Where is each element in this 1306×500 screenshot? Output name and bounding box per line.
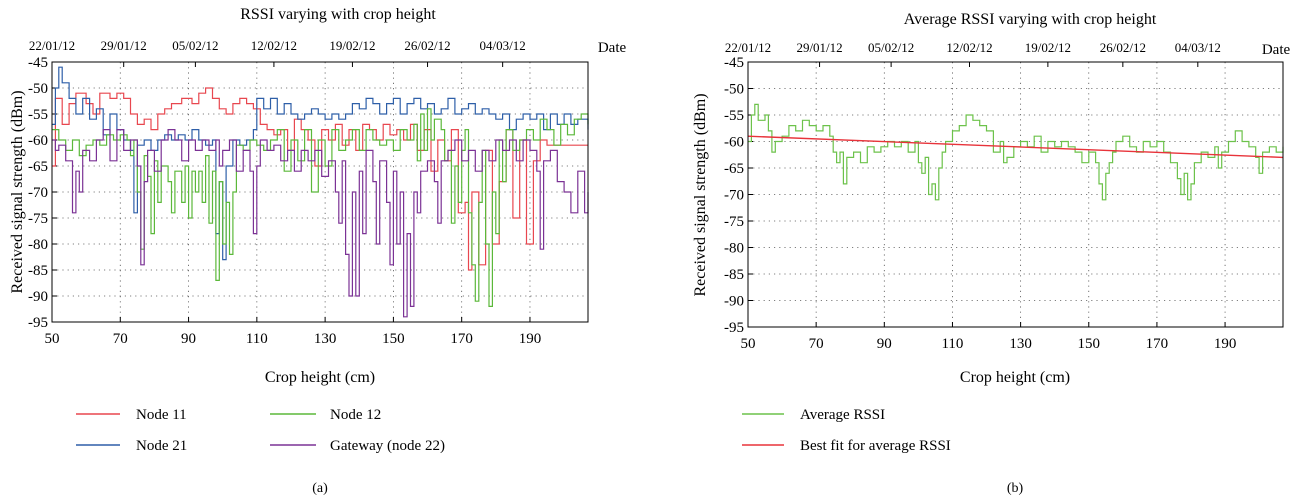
chart-a-y-ticks: -45 -50 -55 -60 -65 -70 -75 -80 -85 -90 -95: [28, 55, 57, 331]
chart-a-grid: [52, 62, 588, 322]
x-tick-label: 170: [450, 331, 473, 347]
chart-a-x-ticks: 50 70 90 110 130 150 170 190: [45, 317, 542, 347]
y-tick-label: -85: [724, 267, 744, 283]
y-tick-label: -80: [724, 241, 744, 257]
legend-a-node-12-label: Node 12: [330, 407, 381, 423]
x-tick-label: 50: [45, 331, 60, 347]
x-tick-label: 150: [1078, 336, 1101, 352]
chart-b-caption: (b): [1007, 481, 1024, 496]
chart-b-x-ticks: 50 70 90 110 130 150 170 190: [741, 322, 1237, 352]
date-tick-label: 26/02/12: [1100, 40, 1146, 55]
date-tick-label: 04/03/12: [1175, 40, 1221, 55]
y-tick-label: -75: [28, 211, 48, 227]
chart-b-y-ticks: -45 -50 -55 -60 -65 -70 -75 -80 -85 -90 -95: [724, 55, 753, 336]
date-tick-label: 26/02/12: [404, 38, 450, 53]
series-line-node-21: [52, 66, 589, 261]
y-tick-label: -95: [28, 315, 48, 331]
y-tick-label: -80: [28, 237, 48, 253]
y-tick-label: -95: [724, 320, 744, 336]
series-line-best-fit-for-average-rssi: [747, 135, 1284, 159]
x-tick-label: 190: [519, 331, 542, 347]
chart-b-legend: Average RSSI Best fit for average RSSI: [742, 407, 951, 454]
chart-a-legend: Node 11 Node 21 Node 12 Gateway (node 22…: [76, 407, 445, 454]
date-tick-label: 29/01/12: [796, 40, 842, 55]
legend-a-node-21-label: Node 21: [136, 438, 187, 454]
chart-a-plot-frame: [51, 61, 589, 323]
chart-a-date-axis-label: Date: [598, 40, 627, 56]
y-tick-label: -65: [28, 159, 48, 175]
x-tick-label: 70: [113, 331, 128, 347]
series-line-gateway-node-22: [52, 129, 589, 318]
y-tick-label: -70: [28, 185, 48, 201]
panel-a: RSSI varying with crop height Date 22/01…: [9, 6, 626, 496]
y-tick-label: -75: [724, 214, 744, 230]
legend-a-node-11-label: Node 11: [136, 407, 187, 423]
date-tick-label: 19/02/12: [329, 38, 375, 53]
x-tick-label: 50: [741, 336, 756, 352]
y-tick-label: -50: [28, 81, 48, 97]
date-tick-label: 22/01/12: [29, 38, 75, 53]
y-tick-label: -50: [724, 82, 744, 98]
legend-b-fit-label: Best fit for average RSSI: [800, 438, 951, 454]
x-tick-label: 130: [314, 331, 337, 347]
chart-a-y-axis-label: Received signal strength (dBm): [9, 90, 26, 293]
series-line-node-12: [52, 108, 589, 307]
date-tick-label: 12/02/12: [946, 40, 992, 55]
date-tick-label: 05/02/12: [868, 40, 914, 55]
panel-b: Average RSSI varying with crop height Da…: [692, 11, 1290, 496]
y-tick-label: -45: [724, 55, 744, 71]
x-tick-label: 110: [941, 336, 963, 352]
y-tick-label: -45: [28, 55, 48, 71]
x-tick-label: 130: [1009, 336, 1032, 352]
chart-a-caption: (a): [312, 481, 328, 496]
chart-b-series: [747, 103, 1284, 201]
y-tick-label: -90: [724, 294, 744, 310]
series-line-average-rssi: [748, 103, 1284, 201]
chart-b-grid: [748, 62, 1283, 327]
x-tick-label: 90: [877, 336, 892, 352]
chart-b-title: Average RSSI varying with crop height: [904, 11, 1157, 28]
x-tick-label: 150: [382, 331, 405, 347]
date-tick-label: 29/01/12: [101, 38, 147, 53]
y-tick-label: -60: [724, 135, 744, 151]
legend-b-average-label: Average RSSI: [800, 407, 885, 423]
date-tick-label: 12/02/12: [251, 38, 297, 53]
y-tick-label: -55: [724, 108, 744, 124]
x-tick-label: 110: [246, 331, 268, 347]
x-tick-label: 190: [1214, 336, 1237, 352]
y-tick-label: -60: [28, 133, 48, 149]
x-tick-label: 90: [181, 331, 196, 347]
x-tick-label: 70: [809, 336, 824, 352]
chart-b-date-ticks: 22/01/12 29/01/12 05/02/12 12/02/12 19/02/12…: [725, 40, 1221, 67]
y-tick-label: -90: [28, 289, 48, 305]
y-tick-label: -55: [28, 107, 48, 123]
y-tick-label: -65: [724, 161, 744, 177]
series-line-node-11: [52, 87, 588, 271]
chart-a-series: [52, 66, 589, 318]
x-tick-label: 170: [1146, 336, 1169, 352]
chart-b-y-axis-label: Received signal strength (dBm): [692, 93, 709, 296]
chart-b-plot-frame: [747, 61, 1284, 328]
date-tick-label: 04/03/12: [480, 38, 526, 53]
date-tick-label: 05/02/12: [172, 38, 218, 53]
chart-b-x-axis-label: Crop height (cm): [960, 369, 1070, 386]
chart-b-date-axis-label: Date: [1262, 42, 1291, 58]
date-tick-label: 22/01/12: [725, 40, 771, 55]
legend-a-gateway-label: Gateway (node 22): [330, 438, 445, 454]
y-tick-label: -85: [28, 263, 48, 279]
date-tick-label: 19/02/12: [1025, 40, 1071, 55]
chart-a-x-axis-label: Crop height (cm): [265, 369, 375, 386]
chart-a-date-ticks: 22/01/12 29/01/12 05/02/12 12/02/12 19/02/12…: [29, 38, 526, 67]
chart-a-title: RSSI varying with crop height: [240, 6, 436, 23]
y-tick-label: -70: [724, 188, 744, 204]
